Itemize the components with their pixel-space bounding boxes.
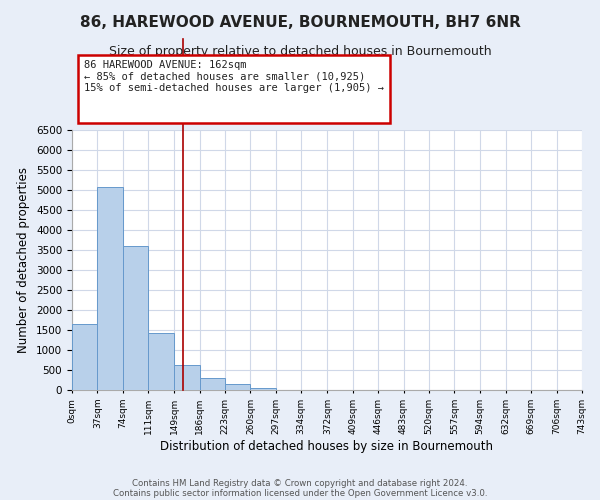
Y-axis label: Number of detached properties: Number of detached properties <box>17 167 31 353</box>
Bar <box>148 333 174 390</box>
Bar <box>97 187 123 390</box>
Bar <box>225 384 250 390</box>
X-axis label: Distribution of detached houses by size in Bournemouth: Distribution of detached houses by size … <box>161 440 493 452</box>
Bar <box>174 365 200 390</box>
Text: 86 HAREWOOD AVENUE: 162sqm
← 85% of detached houses are smaller (10,925)
15% of : 86 HAREWOOD AVENUE: 162sqm ← 85% of deta… <box>84 60 384 93</box>
Text: Contains public sector information licensed under the Open Government Licence v3: Contains public sector information licen… <box>113 488 487 498</box>
Text: Size of property relative to detached houses in Bournemouth: Size of property relative to detached ho… <box>109 45 491 58</box>
Text: 86, HAREWOOD AVENUE, BOURNEMOUTH, BH7 6NR: 86, HAREWOOD AVENUE, BOURNEMOUTH, BH7 6N… <box>80 15 520 30</box>
Text: Contains HM Land Registry data © Crown copyright and database right 2024.: Contains HM Land Registry data © Crown c… <box>132 478 468 488</box>
Bar <box>200 378 225 390</box>
Bar <box>123 246 148 390</box>
Bar <box>250 388 276 390</box>
Bar <box>72 324 97 390</box>
